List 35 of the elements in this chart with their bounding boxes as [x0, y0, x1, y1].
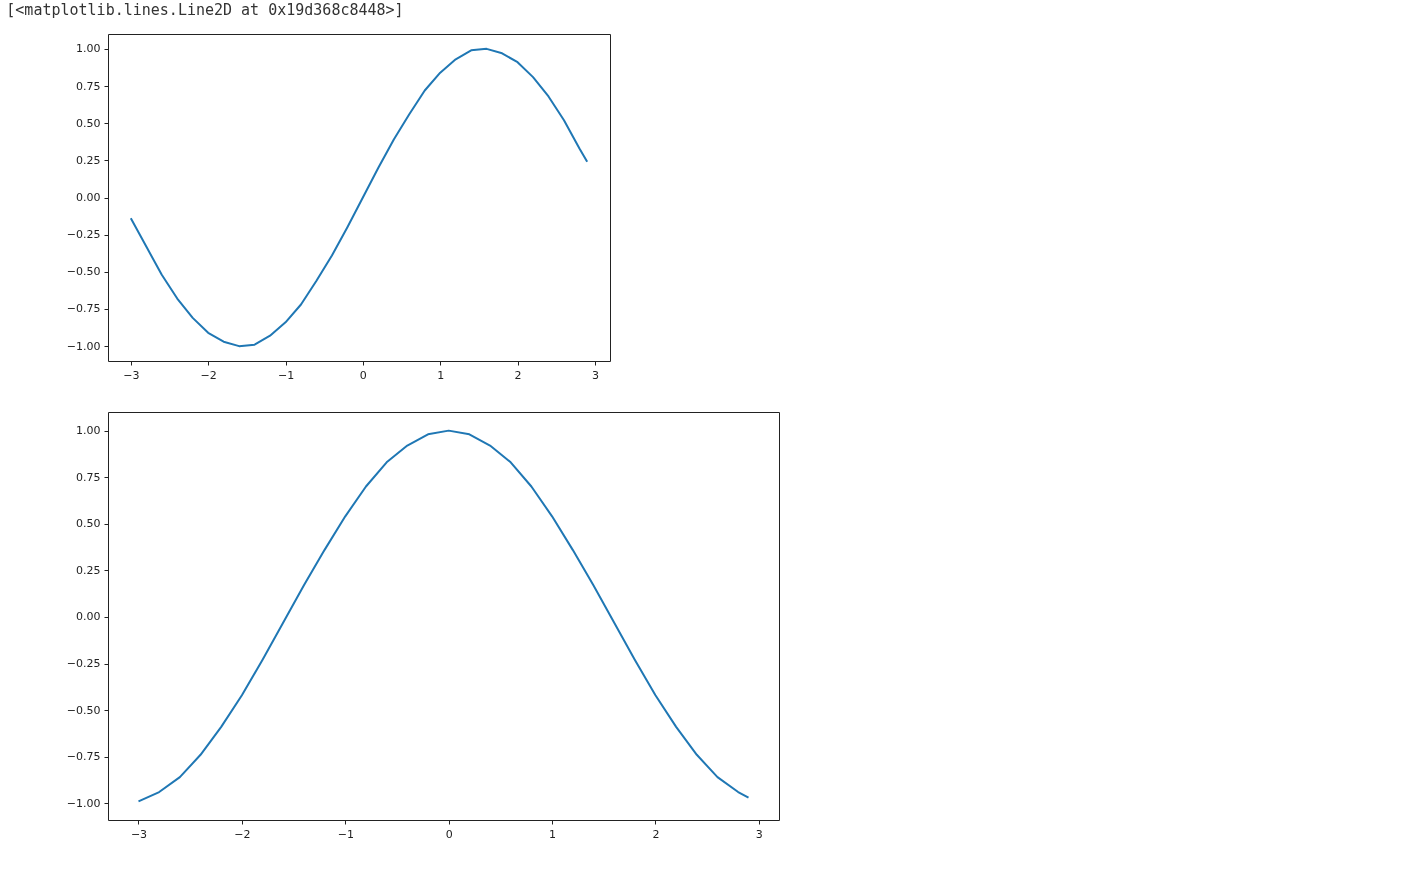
y-tick-label: 0.50 — [76, 517, 101, 531]
y-tick-label: 0.75 — [76, 470, 101, 484]
x-tick-label: 0 — [445, 827, 453, 841]
line-series — [137, 429, 750, 803]
x-tick-label: 3 — [755, 827, 763, 841]
x-tick-label: 1 — [549, 827, 557, 841]
y-tick-label: 1.00 — [76, 424, 101, 438]
x-tick-label: 2 — [514, 368, 522, 382]
y-tick-label: 0.50 — [76, 116, 101, 130]
x-tick-label: 1 — [437, 368, 445, 382]
y-tick-label: −0.50 — [66, 703, 101, 717]
y-tick-label: −0.75 — [66, 302, 101, 316]
y-tick-label: −0.75 — [66, 750, 101, 764]
x-tick-label: 2 — [652, 827, 660, 841]
x-tick-label: −2 — [234, 827, 251, 841]
x-tick-label: −3 — [130, 827, 148, 841]
text: [<matplotlib.lines.Line2D at 0x19d368c8448>] — [6, 1, 404, 19]
y-tick-label: −0.50 — [66, 265, 101, 279]
x-tick-label: 0 — [359, 368, 367, 382]
line-series — [129, 47, 589, 348]
x-tick-label: −1 — [337, 827, 354, 841]
y-tick-label: 0.25 — [76, 563, 101, 577]
y-tick-label: −0.25 — [66, 228, 101, 242]
y-tick-label: 1.00 — [76, 42, 101, 56]
y-tick-label: 0.00 — [76, 610, 101, 624]
x-tick-label: 3 — [591, 368, 599, 382]
x-tick-label: −3 — [123, 368, 140, 382]
y-tick-label: 0.00 — [76, 191, 101, 204]
y-tick-label: −0.25 — [66, 657, 101, 671]
x-tick-label: −2 — [200, 368, 217, 382]
y-tick-label: 0.25 — [76, 153, 101, 167]
y-tick-label: 0.75 — [76, 79, 101, 93]
x-tick-label: −1 — [277, 368, 295, 382]
y-tick-label: −1.00 — [66, 796, 101, 810]
y-tick-label: −1.00 — [66, 339, 101, 353]
